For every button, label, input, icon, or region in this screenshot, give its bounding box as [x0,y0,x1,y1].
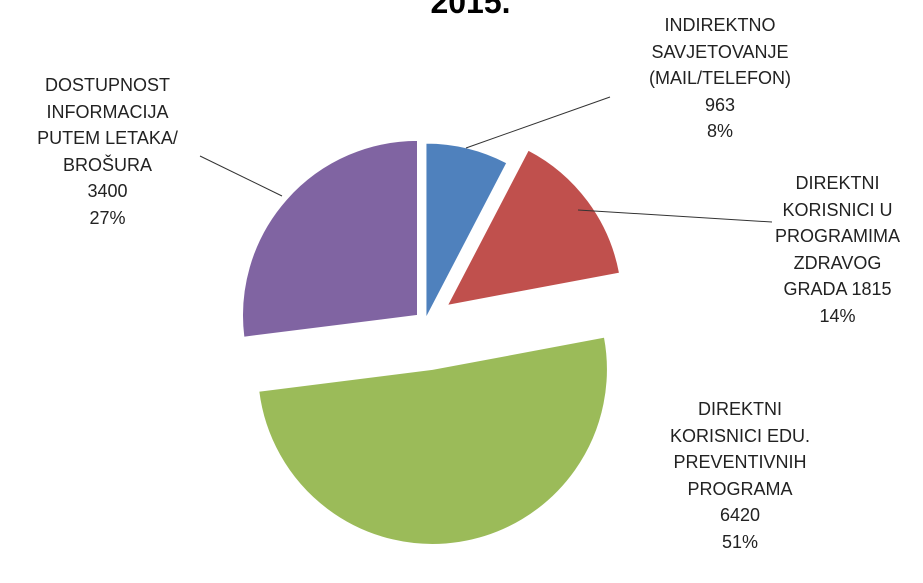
percent-label: 8% [706,121,733,141]
leader-line [465,96,611,149]
percent-label: 27% [89,207,126,228]
pie-slice [258,336,608,545]
percent-label: 14% [819,305,856,326]
data-label: DIREKTNI KORISNICI EDU. PREVENTIVNIH PRO… [640,396,840,555]
category-label: DOSTUPNOST INFORMACIJA PUTEM LETAKA/ BRO… [37,75,178,175]
data-label: DOSTUPNOST INFORMACIJA PUTEM LETAKA/ BRO… [0,72,215,231]
pie-slice [242,139,419,338]
data-label: DIREKTNI KORISNICI U PROGRAMIMA ZDRAVOG … [750,170,923,329]
leader-line [199,155,283,197]
value-label: 963 [704,94,736,115]
percent-label: 51% [721,531,759,552]
pie-slice [425,142,508,319]
value-label: 1815 [851,279,892,299]
leader-line [577,209,773,223]
pie-slice [446,149,621,307]
chart-title: 2015. [430,0,511,20]
data-label: INDIREKTNO SAVJETOVANJE (MAIL/TELEFON) 9… [620,12,820,145]
value-label: 3400 [87,181,128,201]
category-label: DIREKTNI KORISNICI EDU. PREVENTIVNIH PRO… [669,399,811,499]
category-label: DIREKTNI KORISNICI U PROGRAMIMA ZDRAVOG … [774,173,900,299]
category-label: INDIREKTNO SAVJETOVANJE (MAIL/TELEFON) [648,15,791,88]
value-label: 6420 [719,505,761,525]
